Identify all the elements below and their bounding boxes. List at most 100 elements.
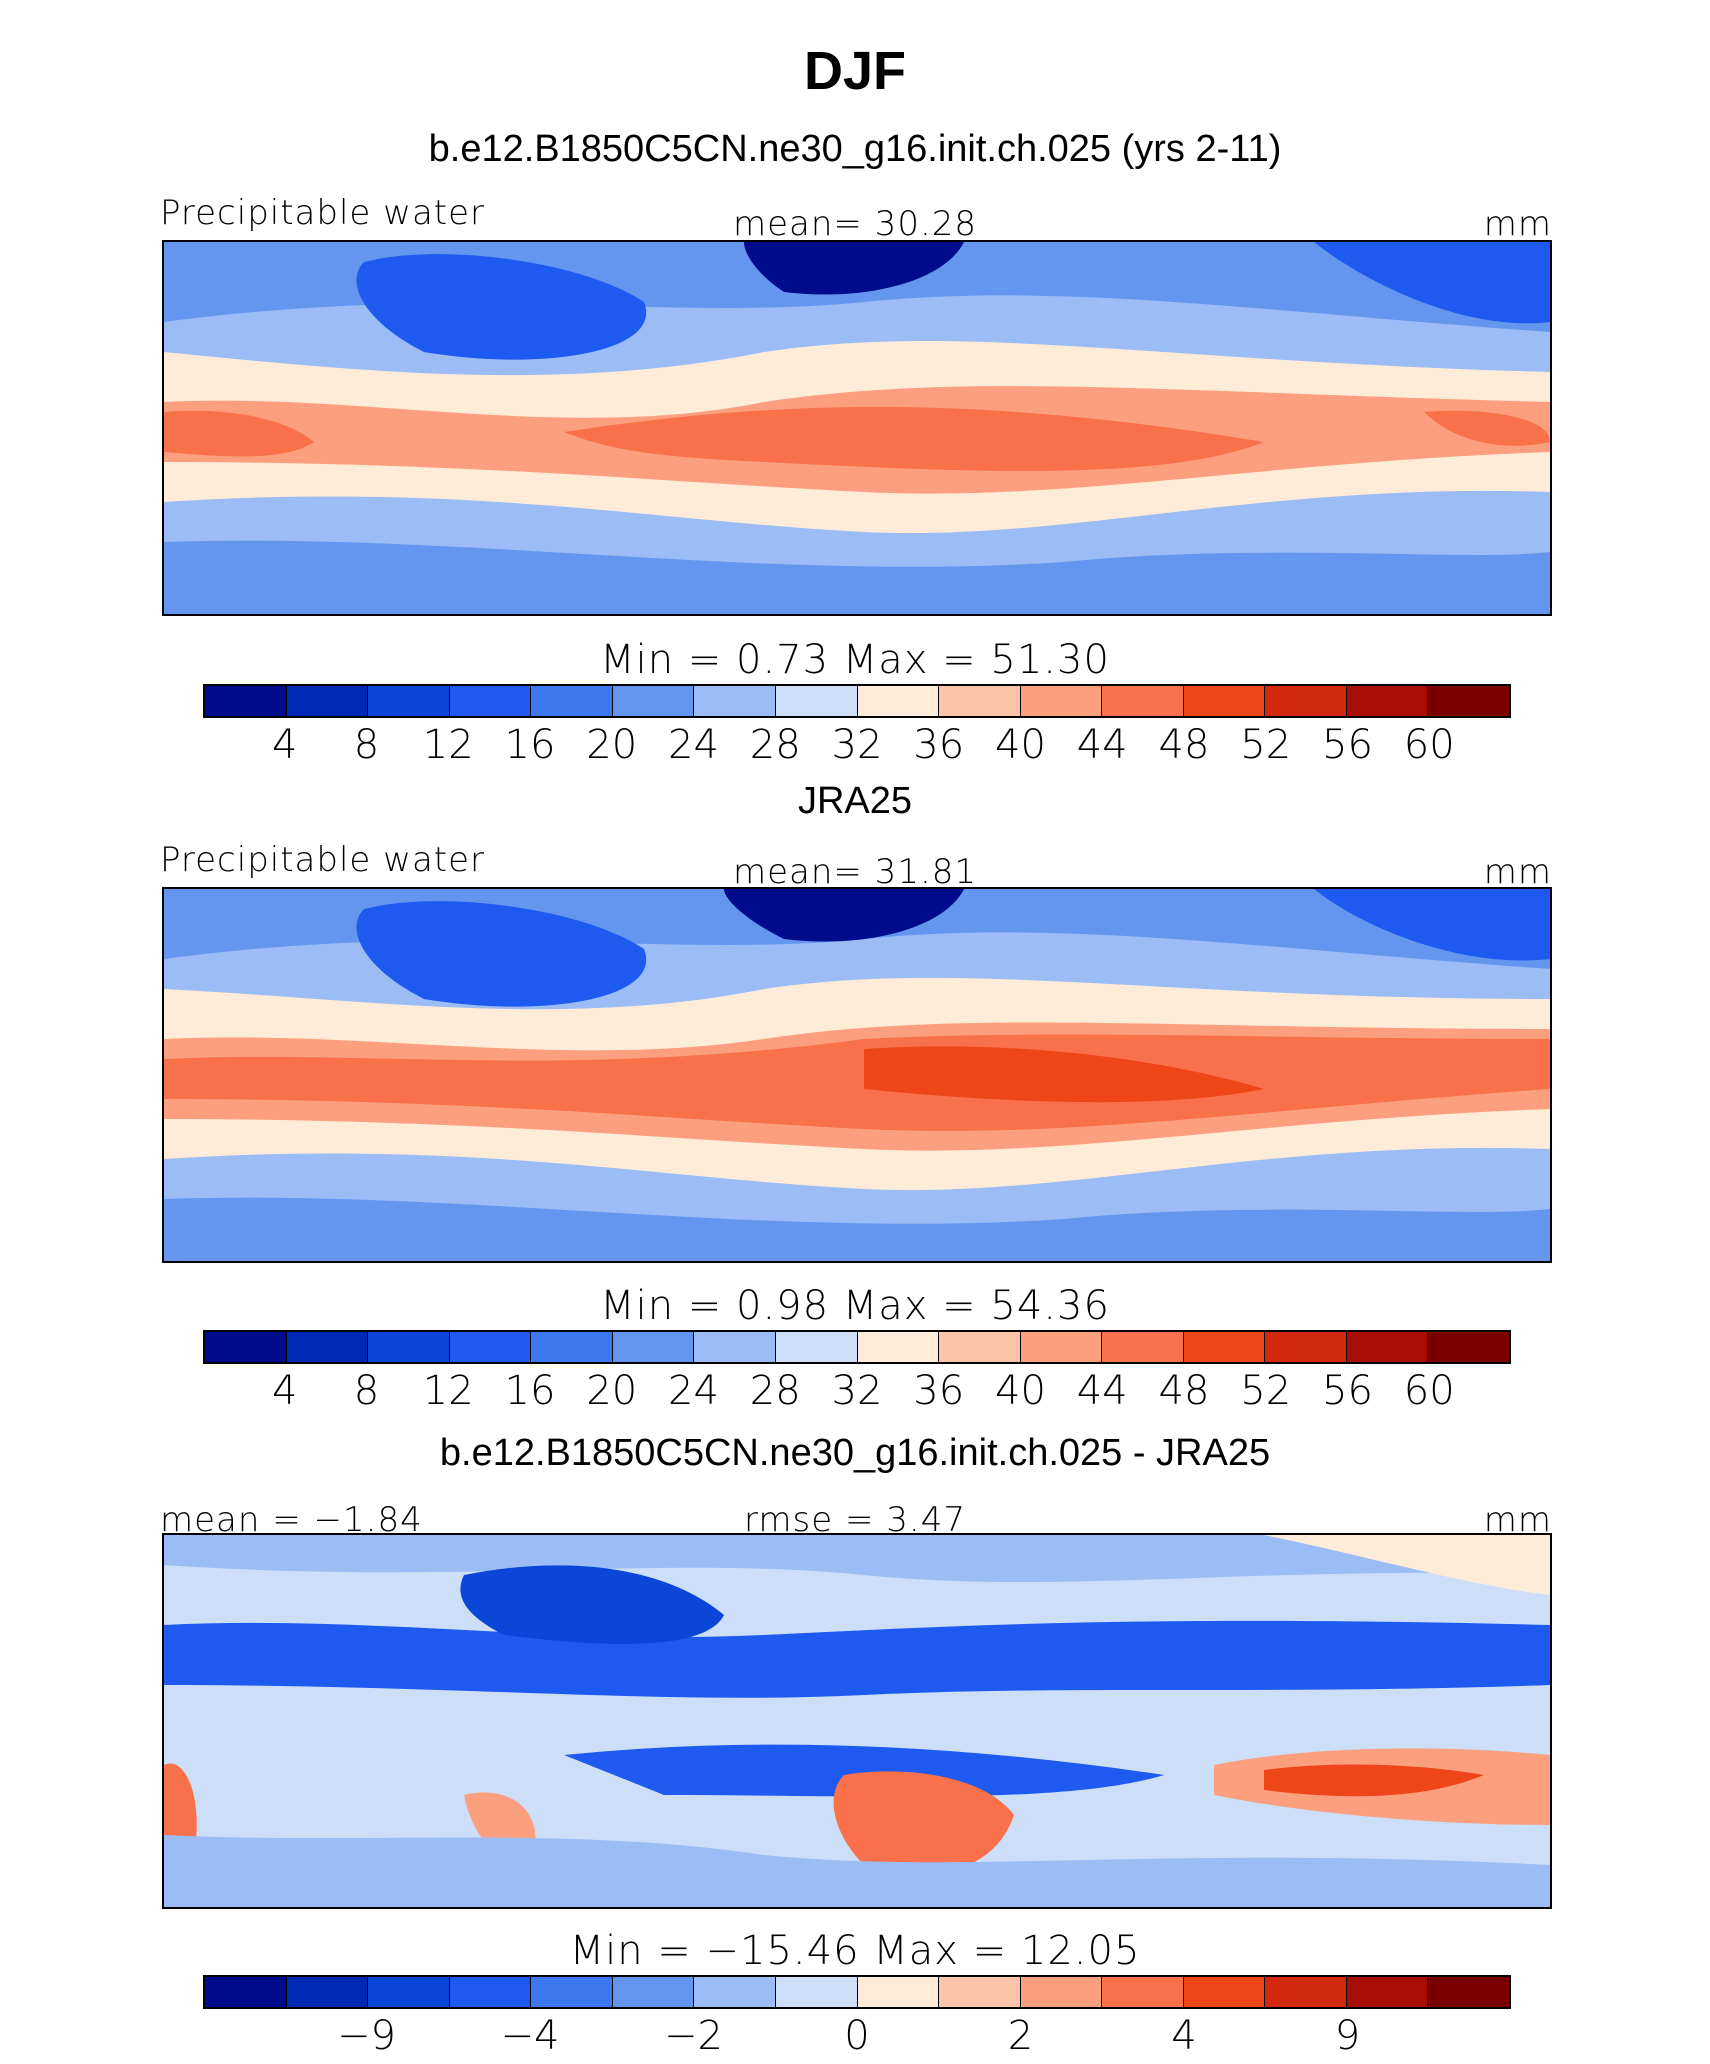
panel-1-mean-label: mean= 30.28	[732, 204, 978, 244]
colorbar-swatch	[694, 686, 776, 716]
colorbar-tick-label: 28	[749, 1368, 801, 1414]
colorbar-tick-label: 12	[422, 722, 474, 768]
colorbar-swatch	[612, 1977, 695, 2007]
panel-1-colorbar-ticks: 4 8 12 16 20 24 28 32 36 40 44 48 52 56 60	[203, 722, 1511, 768]
colorbar-swatch	[1020, 1977, 1103, 2007]
colorbar-tick-label: 40	[995, 1368, 1046, 1414]
panel-2-left-label: Precipitable water	[160, 840, 486, 880]
panel-1-units-label: mm	[1483, 204, 1552, 244]
colorbar-swatch	[368, 1977, 450, 2007]
colorbar-tick-label: 2	[1007, 2013, 1034, 2059]
colorbar-swatch	[1102, 1977, 1184, 2007]
colorbar-swatch	[368, 686, 450, 716]
panel-2-minmax: Min = 0.98 Max = 54.36	[600, 1283, 1110, 1329]
colorbar-swatch	[1346, 1332, 1429, 1362]
colorbar-swatch	[368, 1332, 450, 1362]
colorbar-tick-label: −4	[500, 2013, 560, 2059]
colorbar-swatch	[286, 1332, 369, 1362]
colorbar-tick-label: 9	[1334, 2013, 1361, 2059]
colorbar-swatch	[531, 686, 613, 716]
colorbar-swatch	[775, 686, 858, 716]
colorbar-swatch	[1183, 1332, 1266, 1362]
colorbar-swatch	[775, 1977, 858, 2007]
panel-2-title: JRA25	[797, 780, 913, 822]
colorbar-tick-label: 24	[668, 1368, 719, 1414]
colorbar-swatch	[1183, 1977, 1266, 2007]
colorbar-swatch	[1102, 686, 1184, 716]
colorbar-swatch	[1346, 1977, 1429, 2007]
colorbar-swatch	[939, 1977, 1021, 2007]
colorbar-swatch	[1020, 686, 1103, 716]
colorbar-swatch	[531, 1977, 613, 2007]
colorbar-swatch	[1428, 1332, 1509, 1362]
colorbar-swatch	[449, 1977, 532, 2007]
colorbar-tick-label: 4	[1171, 2013, 1197, 2059]
colorbar-tick-label: 4	[272, 722, 298, 768]
colorbar-swatch	[1265, 1977, 1347, 2007]
colorbar-tick-label: 44	[1076, 722, 1128, 768]
colorbar-tick-label: 36	[913, 1368, 965, 1414]
colorbar-swatch	[1346, 686, 1429, 716]
colorbar-swatch	[857, 686, 940, 716]
colorbar-tick-label: 32	[831, 722, 883, 768]
colorbar-swatch	[694, 1332, 776, 1362]
panel-3-minmax: Min = −15.46 Max = 12.05	[569, 1928, 1141, 1974]
panel-1-title: b.e12.B1850C5CN.ne30_g16.init.ch.025 (yr…	[428, 128, 1282, 170]
colorbar-tick-label: −2	[664, 2013, 723, 2059]
colorbar-swatch	[612, 1332, 695, 1362]
colorbar-tick-label: 0	[844, 2013, 870, 2059]
panel-1-minmax: Min = 0.73 Max = 51.30	[600, 637, 1110, 683]
colorbar-tick-label: 60	[1403, 722, 1455, 768]
colorbar-swatch	[205, 686, 287, 716]
panel-1-colorbar	[203, 684, 1511, 718]
colorbar-swatch	[694, 1977, 776, 2007]
colorbar-tick-label: 56	[1322, 722, 1373, 768]
colorbar-swatch	[1265, 1332, 1347, 1362]
colorbar-tick-label: 44	[1076, 1368, 1128, 1414]
colorbar-tick-label: 32	[831, 1368, 883, 1414]
colorbar-tick-label: 56	[1322, 1368, 1373, 1414]
colorbar-tick-label: 12	[422, 1368, 474, 1414]
colorbar-swatch	[205, 1332, 287, 1362]
panel-1-map	[162, 240, 1552, 616]
colorbar-swatch	[939, 1332, 1021, 1362]
colorbar-swatch	[857, 1332, 940, 1362]
colorbar-tick-label: 8	[353, 1368, 380, 1414]
colorbar-swatch	[531, 1332, 613, 1362]
colorbar-swatch	[286, 686, 369, 716]
colorbar-swatch	[449, 1332, 532, 1362]
colorbar-tick-label: −9	[337, 2013, 396, 2059]
colorbar-tick-label: 60	[1403, 1368, 1455, 1414]
colorbar-tick-label: 48	[1158, 1368, 1210, 1414]
colorbar-swatch	[1102, 1332, 1184, 1362]
colorbar-tick-label: 40	[995, 722, 1046, 768]
colorbar-swatch	[1428, 1977, 1509, 2007]
colorbar-swatch	[449, 686, 532, 716]
colorbar-tick-label: 16	[504, 722, 556, 768]
colorbar-swatch	[1020, 1332, 1103, 1362]
panel-3-map	[162, 1533, 1552, 1909]
panel-2-map	[162, 887, 1552, 1263]
colorbar-tick-label: 4	[272, 1368, 298, 1414]
colorbar-swatch	[939, 686, 1021, 716]
colorbar-tick-label: 16	[504, 1368, 556, 1414]
colorbar-tick-label: 24	[668, 722, 719, 768]
colorbar-swatch	[857, 1977, 940, 2007]
colorbar-tick-label: 20	[586, 722, 638, 768]
colorbar-tick-label: 20	[586, 1368, 638, 1414]
panel-2-colorbar	[203, 1330, 1511, 1364]
colorbar-tick-label: 36	[913, 722, 965, 768]
page-title: DJF	[803, 41, 907, 101]
panel-3-colorbar	[203, 1975, 1511, 2009]
colorbar-tick-label: 28	[749, 722, 801, 768]
panel-2-colorbar-ticks: 4 8 12 16 20 24 28 32 36 40 44 48 52 56 60	[203, 1368, 1511, 1414]
panel-1-left-label: Precipitable water	[160, 193, 486, 233]
panel-2-mean-label: mean= 31.81	[732, 852, 978, 892]
panel-3-title: b.e12.B1850C5CN.ne30_g16.init.ch.025 - J…	[439, 1432, 1271, 1474]
colorbar-tick-label: 48	[1158, 722, 1210, 768]
colorbar-swatch	[612, 686, 695, 716]
panel-2-units-label: mm	[1483, 852, 1552, 892]
colorbar-swatch	[1428, 686, 1509, 716]
colorbar-swatch	[286, 1977, 369, 2007]
colorbar-swatch	[1183, 686, 1266, 716]
